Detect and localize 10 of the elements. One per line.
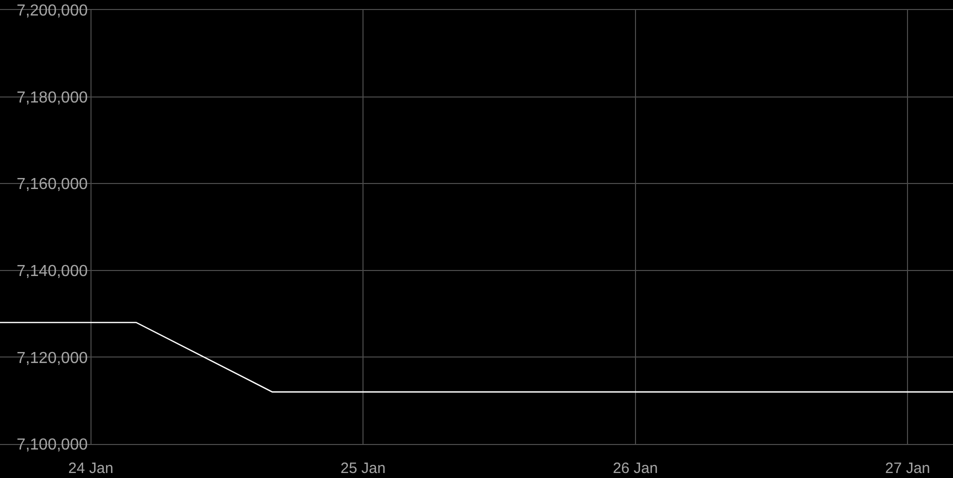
x-tick-label: 26 Jan [612, 460, 658, 477]
y-tick-label: 7,100,000 [16, 436, 88, 454]
x-tick-label: 24 Jan [68, 460, 114, 477]
y-tick-label: 7,200,000 [16, 2, 88, 20]
y-tick-label: 7,180,000 [16, 89, 88, 106]
y-tick-label: 7,140,000 [16, 263, 88, 280]
x-tick-label: 27 Jan [885, 460, 930, 477]
y-tick-label: 7,120,000 [16, 350, 88, 367]
y-tick-label: 7,160,000 [16, 176, 88, 194]
x-tick-label: 25 Jan [340, 460, 386, 477]
